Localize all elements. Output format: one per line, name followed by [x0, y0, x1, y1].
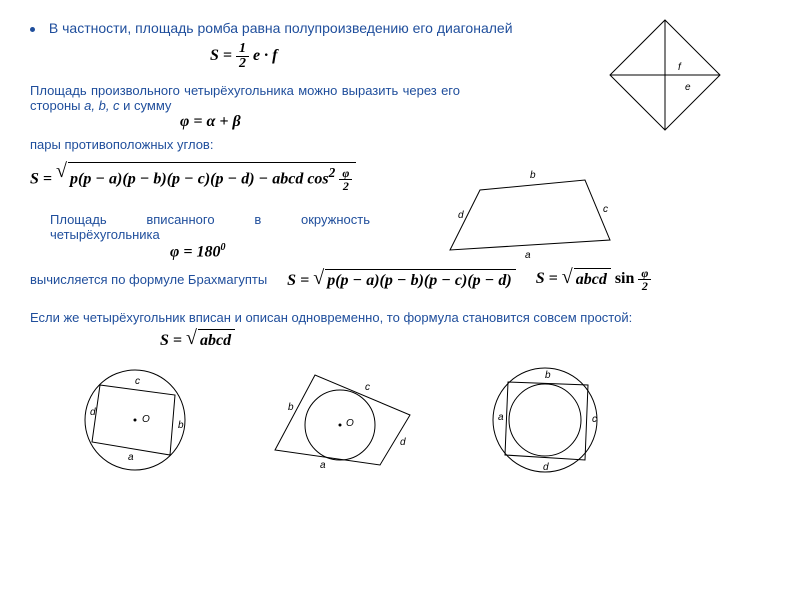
f3-sup: 2	[329, 165, 336, 180]
circ1-O: O	[142, 414, 150, 425]
text-line1: В частности, площадь ромба равна полупро…	[49, 20, 513, 36]
f7-rad: abcd	[198, 329, 235, 350]
rhombus-label-e: e	[685, 82, 691, 93]
f6-rad: abcd	[576, 271, 607, 288]
f6-frac: φ 2	[638, 267, 651, 292]
line5: вычисляется по формуле Брахмагупты	[30, 272, 267, 287]
f7-sqrt: abcd	[186, 329, 235, 350]
f1-num: 1	[236, 42, 249, 57]
circ1-b: b	[178, 420, 184, 431]
f4-sup: 0	[220, 242, 225, 253]
formula-bicentric: S = abcd	[160, 329, 770, 350]
circ2-c: c	[365, 382, 370, 393]
f7-lhs: S =	[160, 332, 186, 349]
circ3-a: a	[498, 412, 504, 423]
f3-lhs: S =	[30, 170, 56, 187]
f5-lhs: S =	[287, 272, 313, 289]
quad-label-a: a	[525, 250, 531, 261]
formula-general-area: S = p(p − a)(p − b)(p − c)(p − d) − abcd…	[30, 162, 770, 192]
bullet-icon	[30, 27, 35, 32]
circ2-O: O	[346, 418, 354, 429]
line3: пары противоположных углов:	[30, 137, 213, 152]
f2: φ = α + β	[180, 113, 241, 130]
f1-frac: 1 2	[236, 42, 249, 71]
quad-label-c: c	[603, 204, 608, 215]
inscribed-diagram: O b c d a	[260, 360, 420, 480]
f3-frac: φ 2	[339, 167, 352, 192]
text-inscribed: Площадь вписанного в окружность четырёху…	[50, 212, 370, 242]
f1-lhs: S =	[210, 47, 236, 64]
circ3-d: d	[543, 462, 549, 473]
circ2-d: d	[400, 437, 406, 448]
f4: φ = 180	[170, 243, 220, 260]
f3-rad: p(p − a)(p − b)(p − c)(p − d) − abcd cos	[70, 170, 329, 187]
f5-sqrt: p(p − a)(p − b)(p − c)(p − d)	[313, 269, 516, 290]
line2b: a, b, c	[84, 98, 119, 113]
circ1-d: d	[90, 407, 96, 418]
f1-rhs: e · f	[253, 47, 277, 64]
circ2-b: b	[288, 402, 294, 413]
quad-label-b: b	[530, 170, 536, 181]
text-opposite-angles: пары противоположных углов:	[30, 137, 770, 152]
quad-label-d: d	[458, 210, 464, 221]
circ1-a: a	[128, 452, 134, 463]
bicentric-diagram: a b c d	[480, 360, 610, 480]
f3-sqrt: p(p − a)(p − b)(p − c)(p − d) − abcd cos…	[56, 162, 356, 192]
f6-frac-den: 2	[638, 280, 651, 292]
circ2-a: a	[320, 460, 326, 471]
circumscribed-diagram: O d c b a	[70, 360, 200, 480]
line4: Площадь вписанного в окружность четырёху…	[50, 212, 370, 242]
text-bicentric: Если же четырёхугольник вписан и описан …	[30, 310, 770, 325]
rhombus-label-f: f	[678, 62, 682, 73]
quad-diagram: d b c a	[430, 160, 630, 280]
line6: Если же четырёхугольник вписан и описан …	[30, 310, 632, 325]
f1-den: 2	[236, 57, 249, 71]
f6-sqrt: abcd	[562, 268, 611, 289]
rhombus-diagram: f e	[600, 15, 730, 135]
line2c: и сумму	[120, 98, 172, 113]
f3-frac-den: 2	[339, 180, 352, 192]
f5-rad: p(p − a)(p − b)(p − c)(p − d)	[325, 269, 516, 290]
text-arbitrary-quad: Площадь произвольного четырёхугольника м…	[30, 83, 460, 113]
circ1-c: c	[135, 376, 140, 387]
formula-brahmagupta: S = p(p − a)(p − b)(p − c)(p − d)	[287, 269, 516, 290]
circ3-b: b	[545, 370, 551, 381]
text-brahmagupta: вычисляется по формуле Брахмагупты	[30, 272, 267, 287]
circ3-c: c	[592, 414, 597, 425]
